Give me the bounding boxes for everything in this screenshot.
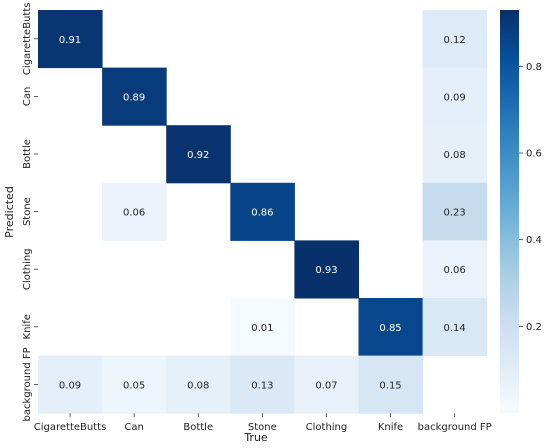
heatmap-cell [422, 298, 488, 357]
x-tick-label: Can [124, 422, 143, 433]
x-tick-label: Clothing [306, 422, 348, 433]
cell-value-label: 0.08 [444, 150, 466, 161]
heatmap-cell [230, 182, 295, 241]
x-tick-label: Bottle [183, 422, 213, 433]
colorbar [500, 10, 519, 413]
y-tick-label: Stone [22, 197, 33, 226]
y-tick-label: background FP [22, 347, 33, 421]
heatmap-cell [166, 355, 231, 414]
heatmap-cell [294, 355, 359, 414]
cell-value-label: 0.15 [379, 380, 401, 391]
heatmap-cell [358, 355, 424, 414]
colorbar-tick-label: 0.8 [526, 62, 542, 73]
heatmap-cell [358, 298, 424, 357]
y-tick-label: Bottle [22, 139, 33, 169]
heatmap-cell [230, 355, 295, 414]
heatmap-cell [294, 240, 359, 299]
cell-value-label: 0.07 [315, 380, 337, 391]
heatmap-cell [102, 182, 167, 241]
colorbar-tick-labels: 0.2 0.4 0.6 0.8 [519, 62, 542, 333]
cell-value-label: 0.14 [444, 323, 466, 334]
x-axis-tick-labels: CigaretteButts Can Bottle Stone Clothing Knif… [34, 413, 492, 433]
y-tick-label: Knife [22, 314, 33, 339]
heatmap-cell [422, 67, 488, 126]
x-tick-label: background FP [418, 422, 492, 433]
y-axis-label: Predicted [3, 186, 16, 238]
cell-value-label: 0.13 [251, 380, 273, 391]
colorbar-tick-label: 0.6 [526, 149, 542, 160]
cell-value-label: 0.86 [251, 208, 273, 219]
cell-value-label: 0.08 [187, 380, 209, 391]
cell-value-label: 0.06 [444, 265, 466, 276]
heatmap-cell [166, 125, 231, 184]
heatmap-cell [102, 67, 167, 126]
heatmap-cells [38, 10, 488, 414]
heatmap-cell [422, 182, 488, 241]
heatmap-cell [422, 10, 488, 69]
cell-value-label: 0.92 [187, 150, 209, 161]
cell-value-label: 0.09 [59, 380, 81, 391]
y-tick-label: CigaretteButts [22, 3, 33, 76]
heatmap-cell [38, 10, 103, 69]
heatmap-cell [38, 355, 103, 414]
colorbar-tick-label: 0.4 [526, 235, 542, 246]
cell-value-label: 0.23 [444, 208, 466, 219]
cell-value-label: 0.09 [444, 92, 466, 103]
cell-value-labels: 0.91 0.12 0.89 0.09 0.92 0.08 0.06 0.86 0.23 0.93… [59, 35, 466, 392]
y-axis-tick-labels: CigaretteButts Can Bottle Stone Clothing Knif… [22, 3, 38, 421]
x-tick-label: CigaretteButts [34, 422, 107, 433]
heatmap-cell [422, 240, 488, 299]
colorbar-tick-label: 0.2 [526, 322, 542, 333]
cell-value-label: 0.01 [251, 323, 273, 334]
cell-value-label: 0.85 [379, 323, 401, 334]
y-tick-label: Clothing [22, 248, 33, 290]
cell-value-label: 0.06 [123, 208, 145, 219]
y-tick-label: Can [22, 87, 33, 106]
heatmap-cell [102, 355, 167, 414]
cell-value-label: 0.05 [123, 380, 145, 391]
x-tick-label: Knife [378, 422, 403, 433]
cell-value-label: 0.93 [315, 265, 337, 276]
heatmap-cell [422, 125, 488, 184]
cell-value-label: 0.12 [444, 35, 466, 46]
x-axis-label: True [243, 431, 268, 444]
heatmap-cell [230, 298, 295, 357]
cell-value-label: 0.89 [123, 92, 145, 103]
x-tick-label: Stone [248, 422, 277, 433]
cell-value-label: 0.91 [59, 35, 81, 46]
